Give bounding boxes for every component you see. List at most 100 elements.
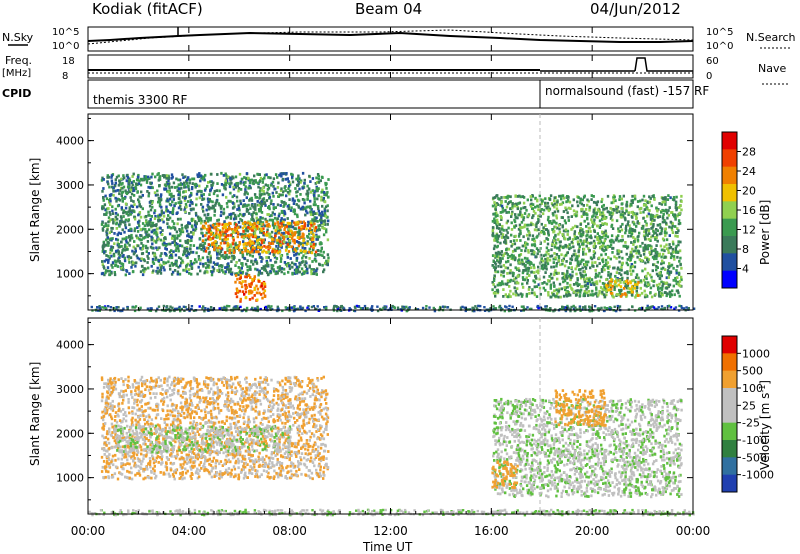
data-cell — [306, 242, 309, 246]
data-cell — [523, 256, 527, 260]
data-cell — [260, 211, 264, 214]
data-cell — [107, 216, 111, 220]
data-cell — [516, 207, 519, 211]
data-cell — [566, 195, 569, 198]
data-cell — [525, 260, 528, 264]
data-cell — [186, 234, 189, 238]
data-cell — [242, 203, 245, 207]
data-cell — [661, 215, 665, 219]
data-cell — [668, 225, 671, 229]
data-cell — [158, 218, 162, 222]
data-cell — [249, 265, 252, 268]
data-cell — [321, 263, 324, 267]
data-cell — [669, 256, 673, 260]
data-cell — [602, 214, 606, 218]
data-cell — [547, 279, 550, 282]
data-cell — [224, 228, 228, 231]
data-cell — [599, 237, 602, 241]
data-cell — [304, 251, 307, 255]
data-cell — [579, 227, 582, 230]
data-cell — [216, 262, 219, 266]
data-cell — [209, 189, 212, 192]
data-cell — [110, 254, 113, 258]
data-cell — [254, 267, 257, 271]
data-cell — [219, 207, 223, 210]
data-cell — [558, 282, 562, 286]
data-cell — [576, 284, 580, 288]
data-cell — [564, 244, 568, 248]
data-cell — [642, 234, 646, 238]
data-cell — [604, 217, 607, 220]
data-cell — [189, 247, 192, 251]
data-cell — [244, 185, 247, 189]
data-cell — [572, 253, 575, 256]
data-cell — [506, 202, 510, 206]
data-cell — [128, 261, 131, 264]
data-cell — [557, 259, 561, 262]
data-cell — [667, 194, 670, 197]
data-cell — [132, 245, 135, 249]
data-cell — [112, 254, 116, 258]
data-cell — [205, 266, 208, 270]
data-cell — [621, 202, 624, 206]
data-cell — [282, 231, 286, 235]
data-cell — [317, 207, 320, 211]
data-cell — [501, 210, 504, 214]
data-cell — [172, 198, 175, 201]
data-cell — [611, 284, 614, 288]
data-cell — [627, 234, 630, 238]
data-cell — [295, 271, 298, 274]
data-cell — [506, 219, 510, 223]
data-cell — [239, 188, 243, 191]
data-cell — [650, 295, 654, 299]
data-cell — [258, 180, 261, 184]
data-cell — [576, 236, 580, 240]
data-cell — [217, 218, 220, 222]
data-cell — [533, 266, 536, 270]
data-cell — [650, 213, 653, 217]
data-cell — [674, 279, 678, 283]
data-cell — [122, 174, 125, 177]
data-cell — [583, 194, 586, 198]
data-cell — [324, 181, 327, 185]
data-cell — [268, 207, 271, 211]
data-cell — [539, 241, 542, 245]
data-cell — [647, 283, 650, 287]
data-cell — [195, 260, 198, 264]
data-cell — [529, 195, 532, 198]
data-cell — [598, 291, 601, 295]
data-cell — [674, 231, 678, 234]
data-cell — [267, 232, 270, 236]
data-cell — [174, 227, 177, 231]
data-cell — [239, 199, 242, 203]
data-cell — [116, 189, 119, 192]
data-cell — [629, 272, 633, 276]
data-cell — [213, 226, 216, 230]
data-cell — [576, 278, 579, 282]
data-cell — [601, 287, 604, 291]
data-cell — [252, 262, 255, 266]
data-cell — [552, 281, 555, 285]
data-cell — [653, 257, 656, 261]
data-cell — [222, 270, 225, 274]
data-cell — [156, 238, 159, 242]
data-cell — [247, 212, 251, 215]
data-cell — [252, 179, 255, 183]
data-cell — [567, 219, 570, 222]
data-cell — [512, 272, 515, 275]
data-cell — [236, 235, 239, 239]
data-cell — [153, 191, 157, 195]
data-cell — [623, 292, 627, 295]
data-cell — [256, 298, 259, 302]
data-cell — [668, 234, 671, 237]
data-cell — [232, 256, 235, 260]
data-cell — [631, 198, 635, 202]
data-cell — [272, 203, 275, 206]
data-cell — [622, 194, 625, 198]
data-cell — [304, 260, 307, 264]
data-cell — [318, 228, 321, 232]
data-cell — [223, 257, 227, 260]
data-cell — [634, 246, 637, 249]
data-cell — [645, 223, 648, 227]
data-cell — [137, 244, 140, 248]
